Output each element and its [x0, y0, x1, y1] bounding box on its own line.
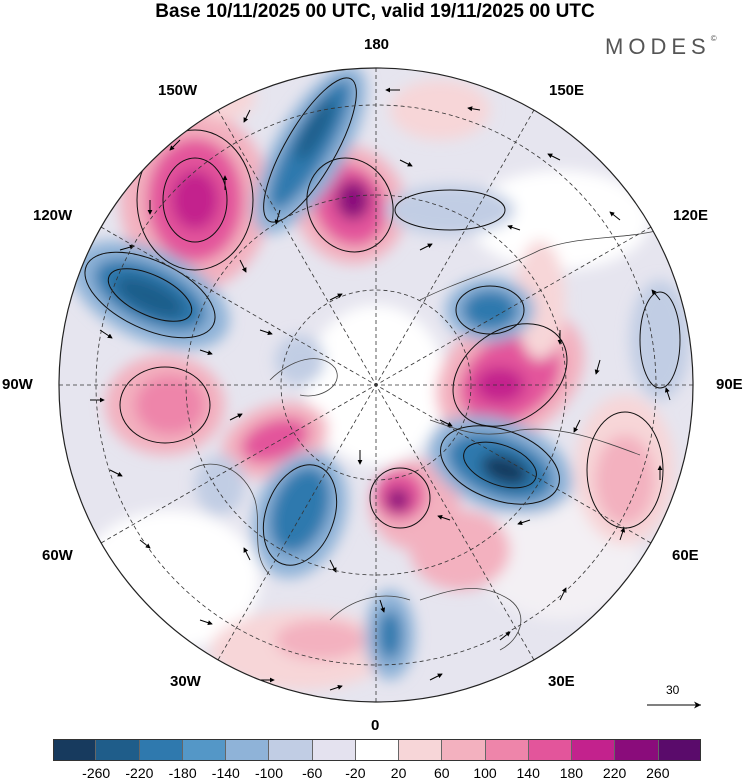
- colorbar-swatch: [312, 739, 356, 761]
- colorbar-swatch: [96, 739, 140, 761]
- colorbar-label: -180: [168, 765, 197, 781]
- colorbar-swatch: [485, 739, 529, 761]
- lon-label-180: 180: [364, 36, 390, 53]
- colorbar-swatch: [226, 739, 270, 761]
- lon-label-60w: 60W: [42, 547, 73, 564]
- lon-label-120w: 120W: [33, 207, 73, 224]
- colorbar-label: 220: [602, 765, 627, 781]
- colorbar-label: -20: [345, 765, 366, 781]
- lon-label-90w: 90W: [2, 376, 33, 393]
- wind-vectors: [90, 87, 671, 691]
- colorbar-swatch: [615, 739, 659, 761]
- map-boundary: [58, 67, 694, 703]
- colorbar-label: -260: [82, 765, 111, 781]
- lon-label-0: 0: [371, 717, 380, 734]
- lon-label-150e: 150E: [549, 82, 585, 99]
- colorbar-swatch: [658, 739, 701, 761]
- colorbar-label: -220: [125, 765, 154, 781]
- colorbar-swatch: [182, 739, 227, 761]
- lon-label-150w: 150W: [158, 82, 198, 99]
- colorbar-swatch: [572, 739, 616, 761]
- colorbar-label: -60: [302, 765, 323, 781]
- colorbar-swatch: [355, 739, 400, 761]
- graticule: [59, 68, 693, 702]
- colorbar-swatch: [528, 739, 573, 761]
- lon-label-30e: 30E: [548, 673, 575, 690]
- map-title: Base 10/11/2025 00 UTC, valid 19/11/2025…: [155, 1, 595, 22]
- colorbar-swatch: [139, 739, 183, 761]
- lon-label-60e: 60E: [672, 547, 699, 564]
- anomaly-field: [59, 68, 693, 702]
- vector-reference-arrow: [647, 701, 701, 709]
- colorbar-swatch: [442, 739, 486, 761]
- colorbar-label: 60: [434, 765, 450, 781]
- colorbar-label: 180: [559, 765, 584, 781]
- colorbar-swatch: [53, 739, 97, 761]
- lon-label-90e: 90E: [716, 376, 743, 393]
- colorbar-label: 100: [473, 765, 497, 781]
- colorbar-swatch: [399, 739, 443, 761]
- lon-label-120e: 120E: [673, 207, 709, 224]
- colorbar: [53, 739, 701, 761]
- colorbar-label: -140: [211, 765, 240, 781]
- copyright-mark: ©: [710, 34, 717, 43]
- brand-text: MODES: [605, 34, 711, 59]
- colorbar-label: 140: [516, 765, 540, 781]
- vector-reference-value: 30: [666, 683, 680, 697]
- colorbar-swatch: [269, 739, 313, 761]
- colorbar-label: -100: [254, 765, 284, 781]
- colorbar-label: 20: [390, 765, 407, 781]
- lon-label-30w: 30W: [170, 673, 201, 690]
- coastlines: [189, 229, 661, 651]
- colorbar-label: 260: [646, 765, 670, 781]
- modes-logo: MODES©: [605, 34, 717, 60]
